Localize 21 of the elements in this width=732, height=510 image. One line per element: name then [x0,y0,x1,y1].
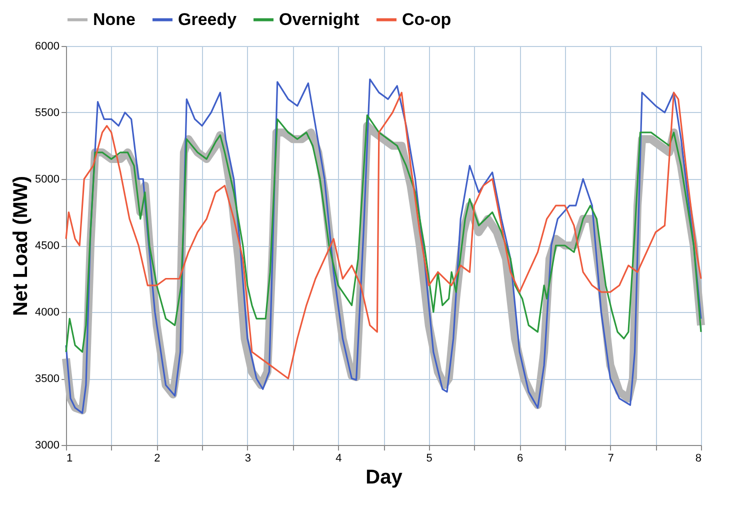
x-axis-title: Day [366,466,404,488]
y-tick-label: 4000 [35,306,60,318]
legend-label: Overnight [279,10,360,29]
y-tick-label: 5500 [35,107,60,119]
x-tick-label: 7 [608,452,614,464]
x-tick-label: 1 [66,452,73,464]
legend-label: Co-op [402,10,452,29]
x-tick-label: 8 [695,452,702,464]
x-tick-label: 5 [426,452,432,464]
y-axis-title: Net Load (MW) [10,176,32,316]
y-tick-label: 3000 [35,440,60,452]
y-tick-label: 4500 [35,240,60,252]
x-tick-label: 3 [244,452,251,464]
x-tick-label: 6 [517,452,524,464]
y-tick-label: 6000 [35,40,60,52]
legend-label: Greedy [178,10,238,29]
y-tick-label: 3500 [35,373,60,385]
y-tick-label: 5000 [35,174,60,186]
x-tick-label: 2 [154,452,160,464]
legend-label: None [93,10,136,29]
x-tick-label: 4 [336,452,342,464]
